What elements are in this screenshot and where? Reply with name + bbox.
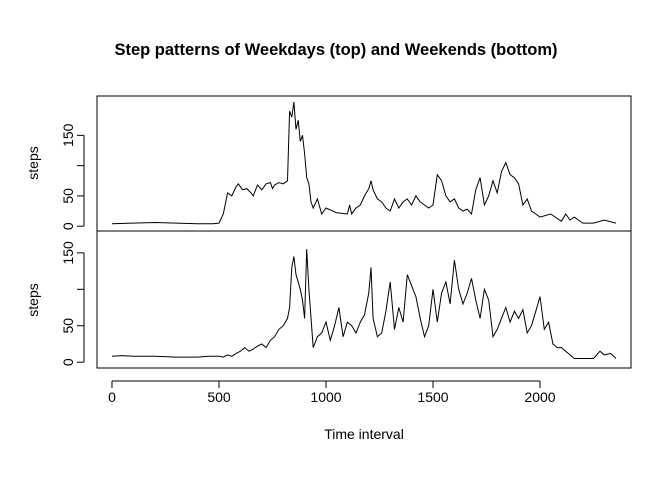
x-tick-label: 1500 <box>417 389 448 405</box>
chart-title: Step patterns of Weekdays (top) and Week… <box>114 41 557 59</box>
x-tick-label: 1000 <box>310 389 341 405</box>
bottom-y-tick-label: 50 <box>60 318 76 334</box>
top-y-tick-label: 0 <box>60 222 76 230</box>
bottom-y-axis: 0 50 150 <box>60 241 85 366</box>
bottom-y-axis-label: steps <box>25 283 41 316</box>
bottom-y-tick-label: 0 <box>60 358 76 366</box>
top-y-tick-label: 50 <box>60 188 76 204</box>
weekend-panel: 0 50 150 steps <box>25 230 632 369</box>
bottom-plot-frame <box>96 230 632 369</box>
weekend-steps-line <box>111 249 617 359</box>
x-axis-label: Time interval <box>324 426 404 442</box>
top-plot-frame <box>96 95 632 232</box>
top-y-tick-label: 150 <box>60 123 76 147</box>
top-y-axis: 0 50 150 <box>60 123 85 230</box>
x-tick-label: 0 <box>108 389 116 405</box>
x-tick-label: 500 <box>207 389 231 405</box>
weekday-panel: 0 50 150 steps <box>25 95 632 232</box>
top-y-axis-label: steps <box>25 146 41 179</box>
x-axis: 0 500 1000 1500 2000 <box>108 380 556 405</box>
bottom-y-tick-label: 150 <box>60 241 76 265</box>
weekday-steps-line <box>111 102 617 225</box>
x-tick-label: 2000 <box>524 389 555 405</box>
